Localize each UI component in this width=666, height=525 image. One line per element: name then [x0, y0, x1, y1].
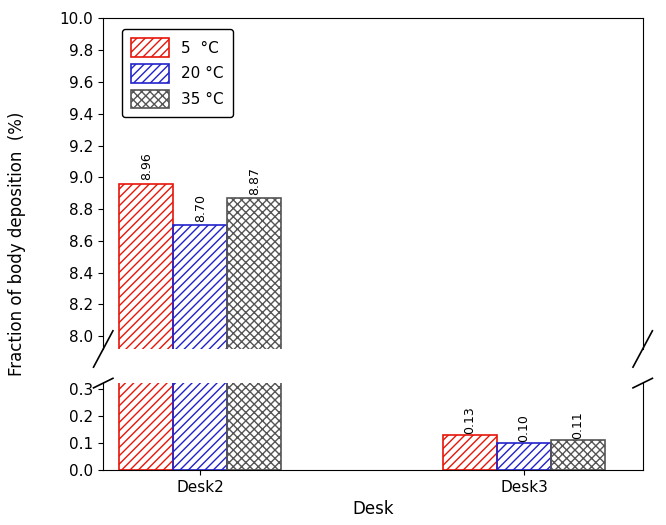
Text: 8.70: 8.70 — [194, 194, 207, 222]
Bar — [227, 198, 281, 525]
Text: 0.13: 0.13 — [464, 406, 477, 434]
Bar — [119, 0, 173, 470]
Text: 0.11: 0.11 — [571, 411, 585, 439]
Bar — [497, 443, 551, 470]
Bar — [227, 0, 281, 470]
Bar — [443, 435, 497, 470]
Text: Fraction of body deposition  (%): Fraction of body deposition (%) — [7, 112, 26, 376]
Bar — [173, 225, 227, 525]
Legend: 5  °C, 20 °C, 35 °C: 5 °C, 20 °C, 35 °C — [122, 29, 233, 117]
Bar — [551, 440, 605, 470]
X-axis label: Desk: Desk — [352, 500, 394, 518]
Bar — [173, 0, 227, 470]
Text: 0.10: 0.10 — [517, 414, 531, 442]
Text: 8.87: 8.87 — [248, 167, 261, 195]
Bar — [119, 184, 173, 525]
Text: 8.96: 8.96 — [140, 153, 153, 181]
